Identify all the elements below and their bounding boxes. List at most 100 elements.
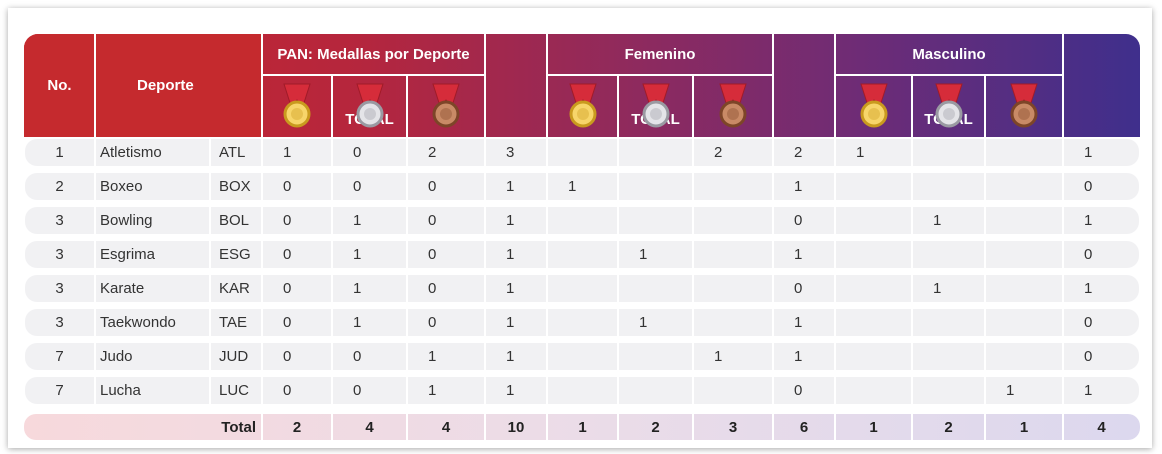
total-cell: 4 (441, 418, 451, 436)
table-cell (619, 207, 692, 234)
table-cell (986, 275, 1062, 302)
header-left-bg (24, 34, 262, 137)
total-separator (911, 414, 913, 440)
medal (1010, 83, 1038, 128)
total-row-bg (24, 414, 1140, 440)
table-cell: 1 (333, 241, 406, 268)
table-cell (836, 173, 911, 200)
table-cell: Taekwondo (96, 309, 209, 336)
total-cell: 1 (578, 418, 587, 436)
table-cell: 1 (986, 377, 1062, 404)
header-separator (546, 34, 548, 137)
table-cell: 0 (774, 275, 834, 302)
medal (568, 83, 597, 128)
total-separator (617, 414, 619, 440)
header-separator (1062, 34, 1064, 137)
table-cell: Bowling (96, 207, 209, 234)
table-cell: JUD (211, 343, 261, 370)
table-cell: TAE (211, 309, 261, 336)
medal-icon (354, 82, 386, 130)
total-cell: 4 (1097, 418, 1106, 436)
table-cell (986, 343, 1062, 370)
total-cell: 2 (292, 418, 302, 436)
table-cell: 2 (774, 139, 834, 166)
table-cell: 0 (408, 207, 484, 234)
table-cell: Judo (96, 343, 209, 370)
medal-icon (567, 82, 599, 130)
header-separator (911, 75, 913, 137)
table-cell: 1 (694, 343, 772, 370)
total-separator (692, 414, 694, 440)
table-cell (986, 309, 1062, 336)
table-cell: 1 (486, 207, 546, 234)
table-cell: 0 (263, 241, 331, 268)
table-cell: ESG (211, 241, 261, 268)
table-cell: 1 (333, 309, 406, 336)
table-cell: 1 (774, 343, 834, 370)
table-cell: 0 (1064, 343, 1139, 370)
table-cell: 3 (486, 139, 546, 166)
table-cell: 0 (408, 309, 484, 336)
table-cell (619, 173, 692, 200)
total-cell: 3 (728, 418, 738, 436)
total-separator (331, 414, 333, 440)
header-separator (484, 34, 486, 137)
medal-icon (933, 82, 965, 130)
table-cell: 1 (548, 173, 617, 200)
table-cell: 1 (486, 343, 546, 370)
table-cell: Karate (96, 275, 209, 302)
table-cell (913, 343, 984, 370)
table-cell (694, 173, 772, 200)
table-cell: 1 (1064, 207, 1139, 234)
total-cell: 2 (651, 418, 660, 436)
table-cell: 1 (774, 173, 834, 200)
table-cell: 7 (25, 377, 94, 404)
table-cell: 1 (1064, 377, 1139, 404)
table-cell: 1 (25, 139, 94, 166)
table-cell: ATL (211, 139, 261, 166)
header-sport: Deporte (137, 77, 194, 94)
table-cell: 1 (1064, 275, 1139, 302)
medal-icon (430, 82, 462, 130)
header-separator (331, 75, 333, 137)
header-separator (772, 34, 774, 137)
table-cell (694, 309, 772, 336)
medal (641, 83, 670, 128)
table-cell (836, 241, 911, 268)
table-cell: 1 (486, 377, 546, 404)
table-cell (913, 139, 984, 166)
table-cell: 1 (408, 377, 484, 404)
total-separator (546, 414, 548, 440)
table-cell (694, 377, 772, 404)
table-cell (913, 377, 984, 404)
table-cell: 1 (263, 139, 331, 166)
table-cell (986, 173, 1062, 200)
table-cell: 1 (913, 207, 984, 234)
total-cell: 2 (944, 418, 953, 436)
total-label: Total (221, 418, 256, 436)
total-separator (261, 414, 263, 440)
table-cell: 2 (694, 139, 772, 166)
header-no: No. (47, 77, 72, 94)
table-cell (986, 139, 1062, 166)
table-cell: 2 (408, 139, 484, 166)
table-cell (548, 207, 617, 234)
table-cell: LUC (211, 377, 261, 404)
table-cell: 2 (25, 173, 94, 200)
total-cell: 6 (799, 418, 809, 436)
table-cell: 0 (263, 207, 331, 234)
table-cell: 1 (619, 241, 692, 268)
total-separator (1062, 414, 1064, 440)
total-separator (984, 414, 986, 440)
table-cell: Lucha (96, 377, 209, 404)
table-cell: 7 (25, 343, 94, 370)
table-cell: 3 (25, 207, 94, 234)
table-cell: 1 (836, 139, 911, 166)
group-title: Femenino (624, 45, 696, 63)
table-cell (986, 207, 1062, 234)
table-cell: 1 (333, 275, 406, 302)
table-cell: KAR (211, 275, 261, 302)
table-cell (548, 275, 617, 302)
medal-icon (717, 82, 749, 130)
medal (283, 83, 311, 128)
